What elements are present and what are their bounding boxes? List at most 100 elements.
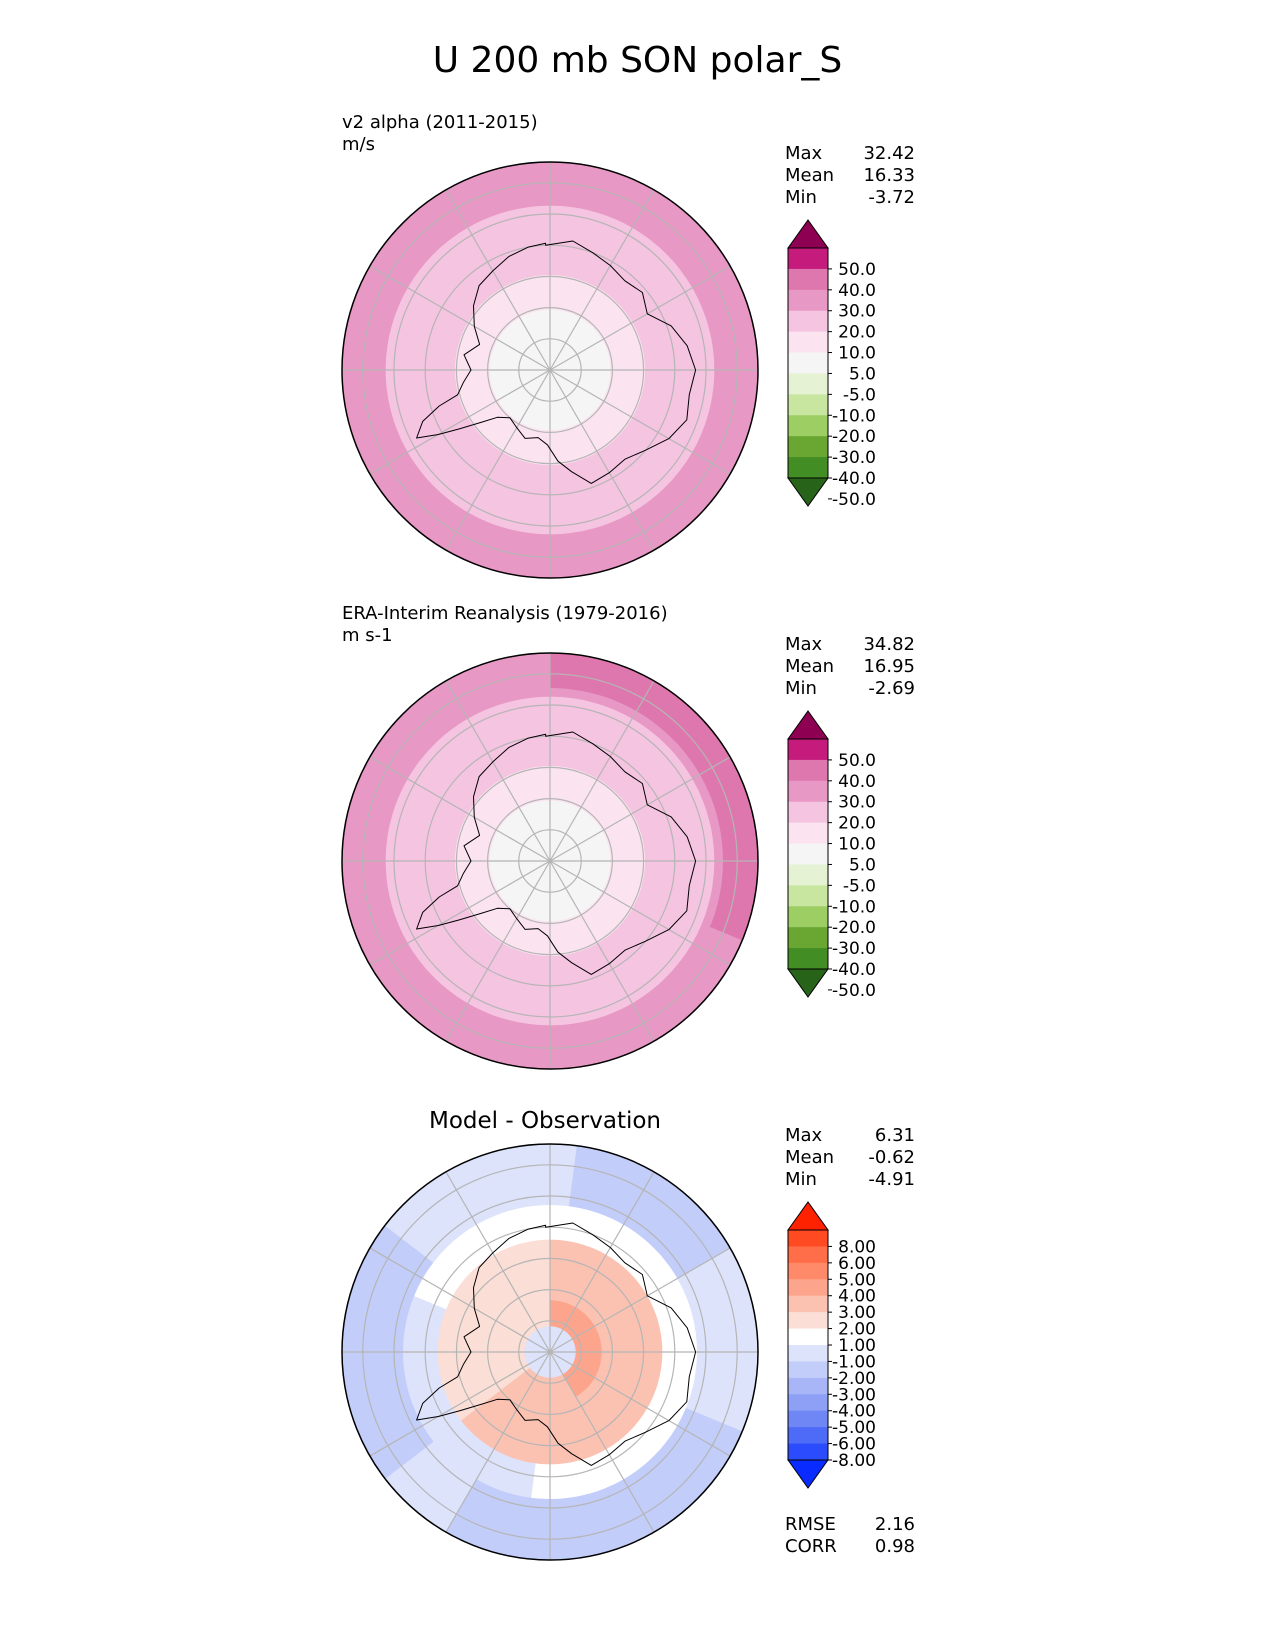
longitude-gridline [445, 189, 551, 371]
longitude-gridline [369, 860, 551, 966]
longitude-gridline [445, 1171, 551, 1353]
stat-mean-label: Mean [785, 165, 835, 186]
colorbar-tick-label: 4.00 [838, 1287, 876, 1307]
colorbar-segment [788, 843, 828, 865]
colorbar-segment [788, 415, 828, 437]
stat-mean-label: Mean [785, 1147, 835, 1168]
colorbar-tick-label: -10.0 [832, 406, 876, 426]
colorbar-tick-label: 1.00 [838, 1336, 876, 1356]
colorbar-extend-top [787, 219, 829, 249]
colorbar-segment [788, 248, 828, 270]
colorbar-segment [788, 759, 828, 782]
colorbar-segment [788, 1443, 828, 1461]
colorbar-segment [788, 394, 828, 416]
colorbar-tick-label: -5.0 [843, 876, 876, 896]
colorbar-segment [788, 1361, 828, 1379]
panel-1-stats: Max 32.42 Mean 16.33 Min -3.72 [785, 143, 915, 209]
longitude-gridline [549, 189, 655, 371]
panel-1-map [341, 161, 759, 579]
stat-max-value: 34.82 [863, 634, 915, 655]
colorbar-tick-label: -40.0 [832, 469, 876, 489]
colorbar-tick-label: -30.0 [832, 448, 876, 468]
longitude-gridline [549, 369, 655, 551]
stat-min-value: -4.91 [868, 1169, 915, 1190]
colorbar-extend-top [787, 1201, 829, 1231]
colorbar-segment [788, 1345, 828, 1362]
colorbar-segment [788, 864, 828, 886]
stat-min-label: Min [785, 678, 817, 699]
panel-2-colorbar: 50.040.030.020.010.05.0-5.0-10.0-20.0-30… [787, 710, 876, 1001]
figure-title: U 200 mb SON polar_S [432, 40, 843, 81]
colorbar-segment [788, 885, 828, 907]
colorbar-tick-label: -50.0 [832, 490, 876, 510]
colorbar-tick-label: 2.00 [838, 1320, 876, 1340]
stat-max-label: Max [785, 634, 823, 655]
colorbar-segment [788, 1312, 828, 1330]
panel-3-metrics: RMSE 2.16 CORR 0.98 [785, 1514, 915, 1558]
map-field [342, 653, 758, 1069]
longitude-gridline [549, 1247, 731, 1353]
stat-min-value: -2.69 [868, 678, 915, 699]
colorbar-tick-label: -5.00 [832, 1418, 876, 1438]
longitude-gridline [369, 756, 551, 862]
panel-2-stats: Max 34.82 Mean 16.95 Min -2.69 [785, 634, 915, 700]
panel-2-units: m s-1 [342, 625, 393, 646]
panel-1-units: m/s [342, 134, 375, 155]
colorbar-tick-label: 30.0 [838, 302, 876, 322]
longitude-gridline [549, 1171, 655, 1353]
coastline [416, 731, 697, 975]
colorbar-segment [788, 1394, 828, 1412]
colorbar-tick-label: 5.00 [838, 1270, 876, 1290]
colorbar-tick-label: -5.0 [843, 385, 876, 405]
longitude-gridline [445, 1351, 551, 1533]
colorbar-extend-bottom [787, 477, 829, 507]
panel-3-map [341, 1143, 759, 1561]
stat-mean-label: Mean [785, 656, 835, 677]
colorbar-extend-bottom [787, 1459, 829, 1489]
colorbar-tick-label: -30.0 [832, 939, 876, 959]
longitude-gridline [549, 860, 731, 966]
colorbar-segment [788, 1230, 828, 1247]
colorbar-tick-label: 20.0 [838, 323, 876, 343]
colorbar-tick-label: -50.0 [832, 981, 876, 1001]
colorbar-tick-label: -3.00 [832, 1385, 876, 1405]
map-boundary [341, 1143, 759, 1561]
longitude-gridline [445, 680, 551, 862]
colorbar-segment [788, 801, 828, 824]
corr-value: 0.98 [874, 1536, 915, 1557]
colorbar-tick-label: 6.00 [838, 1254, 876, 1274]
map-boundary [341, 652, 759, 1070]
colorbar-segment [788, 1262, 828, 1280]
colorbar-segment [788, 457, 828, 479]
colorbar-segment [788, 289, 828, 312]
stat-max-value: 32.42 [863, 143, 915, 164]
map-field [342, 1144, 758, 1560]
colorbar-tick-label: -2.00 [832, 1369, 876, 1389]
colorbar-tick-label: -20.0 [832, 427, 876, 447]
colorbar-segment [788, 436, 828, 458]
longitude-gridline [445, 369, 551, 551]
colorbar-tick-label: -20.0 [832, 918, 876, 938]
colorbar-segment [788, 1279, 828, 1297]
colorbar-segment [788, 948, 828, 970]
longitude-gridline [445, 860, 551, 1042]
colorbar-segment [788, 1295, 828, 1313]
colorbar-segment [788, 310, 828, 333]
colorbar-segment [788, 1328, 828, 1346]
colorbar-tick-label: 50.0 [838, 751, 876, 771]
colorbar-segment [788, 927, 828, 949]
longitude-gridline [549, 860, 655, 1042]
colorbar-outline [787, 738, 829, 970]
colorbar-tick-label: -6.00 [832, 1435, 876, 1455]
colorbar-tick-label: 8.00 [838, 1237, 876, 1257]
colorbar-segment [788, 780, 828, 803]
longitude-gridline [369, 265, 551, 371]
stat-mean-value: 16.33 [863, 165, 915, 186]
longitude-gridline [549, 756, 731, 862]
stat-min-label: Min [785, 1169, 817, 1190]
longitude-gridline [549, 680, 655, 862]
panel-2-title: ERA-Interim Reanalysis (1979-2016) [342, 603, 668, 624]
stat-min-label: Min [785, 187, 817, 208]
panel-3-stats: Max 6.31 Mean -0.62 Min -4.91 [785, 1125, 915, 1191]
longitude-gridline [369, 1351, 551, 1457]
